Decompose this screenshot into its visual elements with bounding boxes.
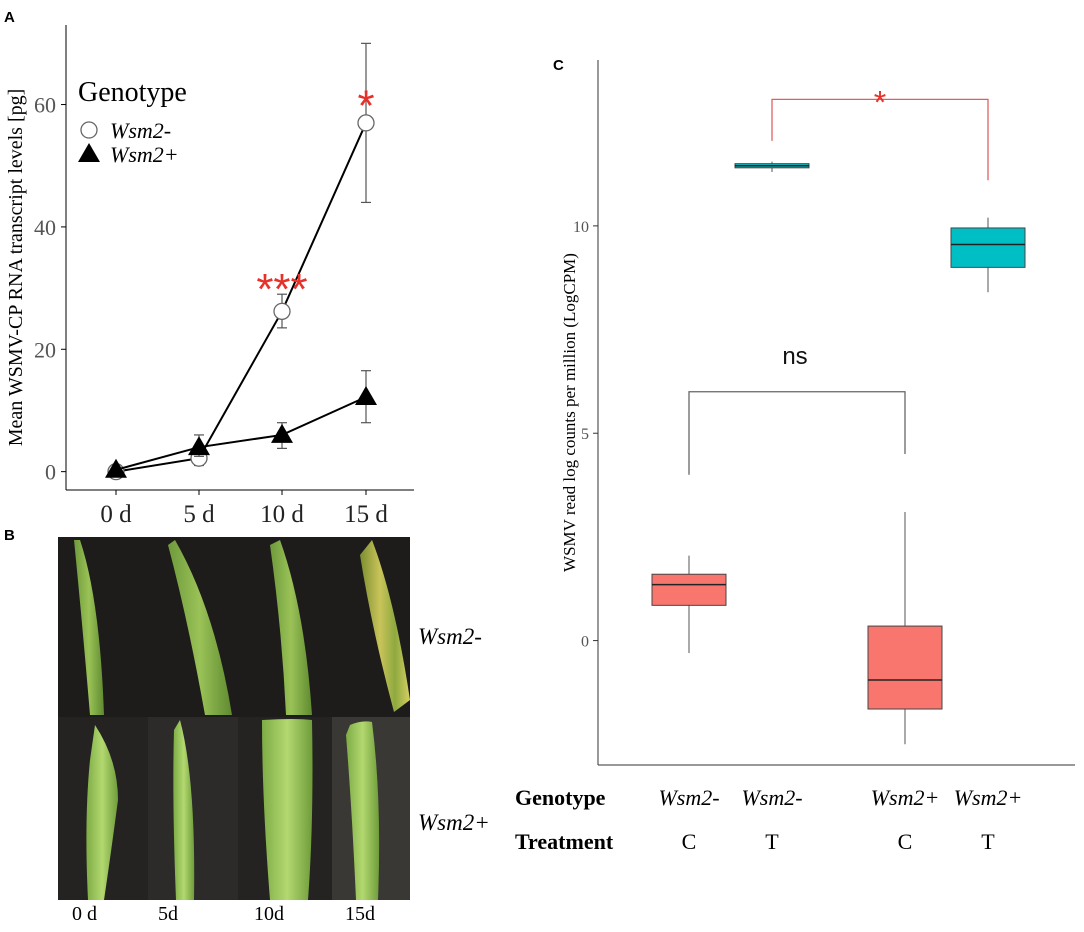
line-chart-a: 0 20 40 60 0 d 5 d 10 d 15 d Mean WSMV-CP RNA tr…	[5, 25, 414, 528]
y-tick-label-c: 5	[581, 426, 589, 443]
row-label-treatment: Treatment	[515, 829, 614, 854]
legend-label-Wsm2-: Wsm2-	[110, 118, 171, 143]
box-Wsm2+-C	[867, 625, 943, 710]
leaf-wsm2-plus-15d	[346, 721, 380, 900]
leaf-wsm2-plus-5d	[173, 720, 195, 900]
genotype-label: Wsm2-	[658, 785, 719, 810]
significance-bracket-sig	[771, 98, 989, 181]
treatment-label: C	[898, 829, 913, 854]
legend-title-a: Genotype	[78, 77, 187, 108]
significance-bracket-ns	[688, 391, 906, 475]
photo-col-label-0d: 0 d	[72, 903, 97, 925]
photo-col-label-5d: 5d	[158, 903, 178, 925]
leaf-photo-grid: Wsm2- Wsm2+ 0 d 5d 10d 15d	[58, 537, 490, 925]
leaf-wsm2-plus-0d	[86, 725, 118, 900]
data-point-Wsm2+	[105, 458, 127, 478]
legend-marker-Wsm2-	[80, 121, 98, 139]
treatment-label: C	[682, 829, 697, 854]
genotype-label: Wsm2-	[741, 785, 802, 810]
data-point-Wsm2-	[273, 302, 291, 320]
series-line-Wsm2-	[115, 122, 367, 473]
legend-label-Wsm2+: Wsm2+	[110, 142, 179, 167]
treatment-label: T	[981, 829, 995, 854]
data-point-Wsm2-	[357, 114, 375, 132]
y-tick-label-a: 40	[34, 215, 56, 240]
genotype-label: Wsm2+	[954, 785, 1023, 810]
x-tick-label-a: 0 d	[100, 501, 132, 528]
y-axis-title-c: WSMV read log counts per million (LogCPM…	[560, 253, 579, 572]
y-tick-label-c: 10	[573, 219, 589, 236]
treatment-label: T	[765, 829, 779, 854]
photo-row-label-wsm2-plus: Wsm2+	[418, 810, 490, 835]
photo-row-label-wsm2-minus: Wsm2-	[418, 624, 482, 649]
legend-marker-Wsm2+	[78, 143, 100, 162]
leaf-wsm2-minus-10d	[270, 540, 312, 715]
ns-label: ns	[782, 343, 807, 370]
data-point-Wsm2+	[188, 436, 210, 456]
box-Wsm2+-T	[950, 227, 1026, 268]
leaf-wsm2-minus-5d	[168, 540, 232, 715]
y-tick-label-a: 20	[34, 337, 56, 362]
y-tick-label-a: 0	[45, 460, 56, 485]
leaf-wsm2-minus-15d	[360, 540, 410, 712]
photo-col-label-15d: 15d	[345, 903, 375, 925]
significance-star-c: *	[874, 84, 886, 120]
y-axis-title-a: Mean WSMV-CP RNA transcript levels [pg]	[5, 89, 27, 447]
x-tick-label-a: 10 d	[260, 501, 304, 528]
x-tick-label-a: 15 d	[344, 501, 388, 528]
leaf-wsm2-minus-0d	[74, 540, 104, 715]
box-Wsm2--C	[651, 573, 727, 606]
row-label-genotype: Genotype	[515, 785, 606, 810]
data-point-Wsm2+	[355, 386, 377, 405]
significance-star-a: *	[357, 81, 374, 130]
significance-star-a: ***	[256, 265, 307, 314]
y-tick-label-a: 60	[34, 93, 56, 118]
panel-label-b: B	[4, 527, 15, 544]
series-line-Wsm2+	[115, 396, 367, 471]
genotype-label: Wsm2+	[871, 785, 940, 810]
panel-label-a: A	[4, 9, 15, 26]
photo-row-wsm2-minus	[58, 537, 410, 717]
data-point-Wsm2+	[271, 423, 293, 443]
photo-col-label-10d: 10d	[254, 903, 284, 925]
box-plot-c: 0 5 10 WSMV read log counts per million (Lo…	[515, 60, 1075, 854]
panel-label-c: C	[553, 57, 564, 74]
x-tick-label-a: 5 d	[183, 501, 215, 528]
y-tick-label-c: 0	[581, 634, 589, 651]
leaf-wsm2-plus-10d	[262, 719, 313, 900]
